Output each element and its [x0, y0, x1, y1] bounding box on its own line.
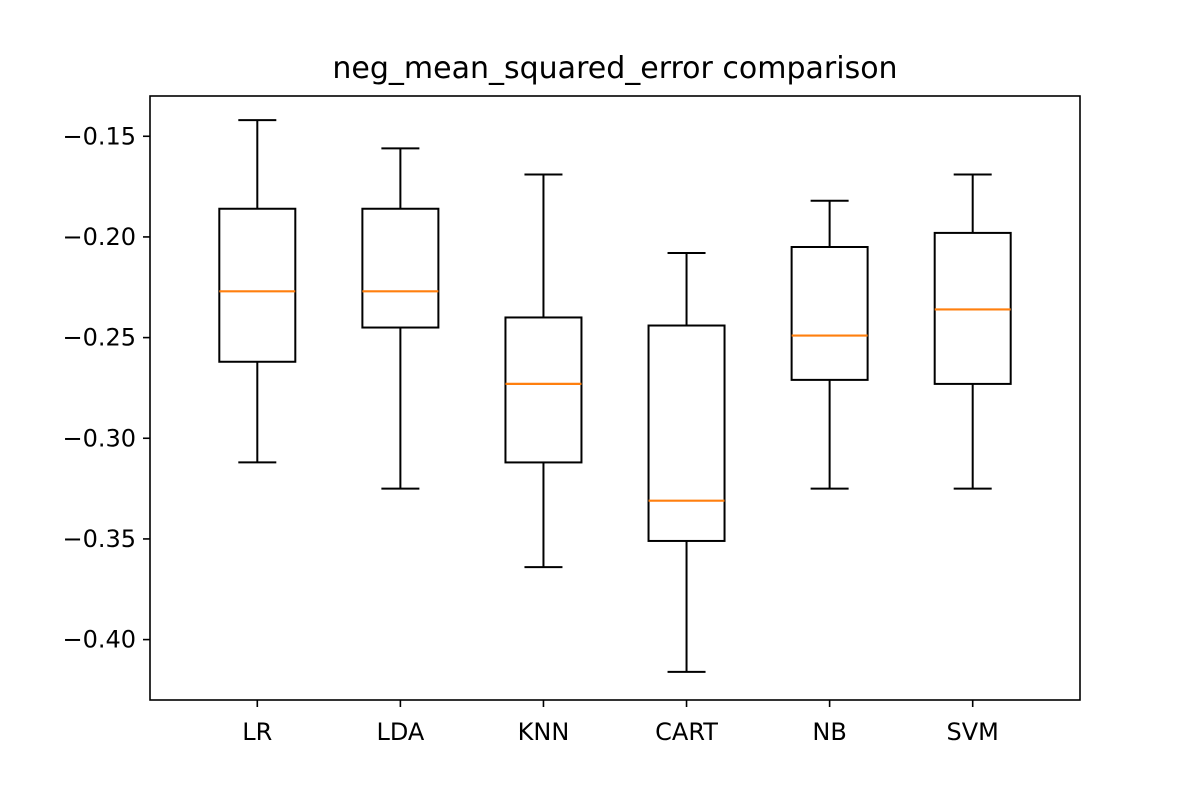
box-knn: [504, 316, 583, 464]
y-tick-label: −0.20: [62, 223, 136, 251]
x-tick-label: LDA: [376, 718, 424, 746]
y-tick-label: −0.30: [62, 424, 136, 452]
box-lda: [361, 207, 440, 329]
x-tick-label: NB: [812, 718, 846, 746]
x-tick-label: SVM: [947, 718, 999, 746]
y-tick-label: −0.35: [62, 525, 136, 553]
box-nb: [790, 246, 869, 381]
x-tick-label: CART: [655, 718, 718, 746]
y-tick-label: −0.40: [62, 626, 136, 654]
x-tick-label: KNN: [518, 718, 570, 746]
plot-frame: [149, 95, 1081, 701]
x-tick-label: LR: [242, 718, 272, 746]
chart-title: neg_mean_squared_error comparison: [332, 51, 897, 86]
plot-area: −0.40 −0.35 −0.30 −0.25 −0.20 −0.15 LR LDA KNN CA…: [62, 119, 1012, 746]
box-cart: [647, 324, 726, 542]
box-lr: [218, 207, 297, 363]
y-tick-label: −0.15: [62, 122, 136, 150]
y-tick-label: −0.25: [62, 324, 136, 352]
